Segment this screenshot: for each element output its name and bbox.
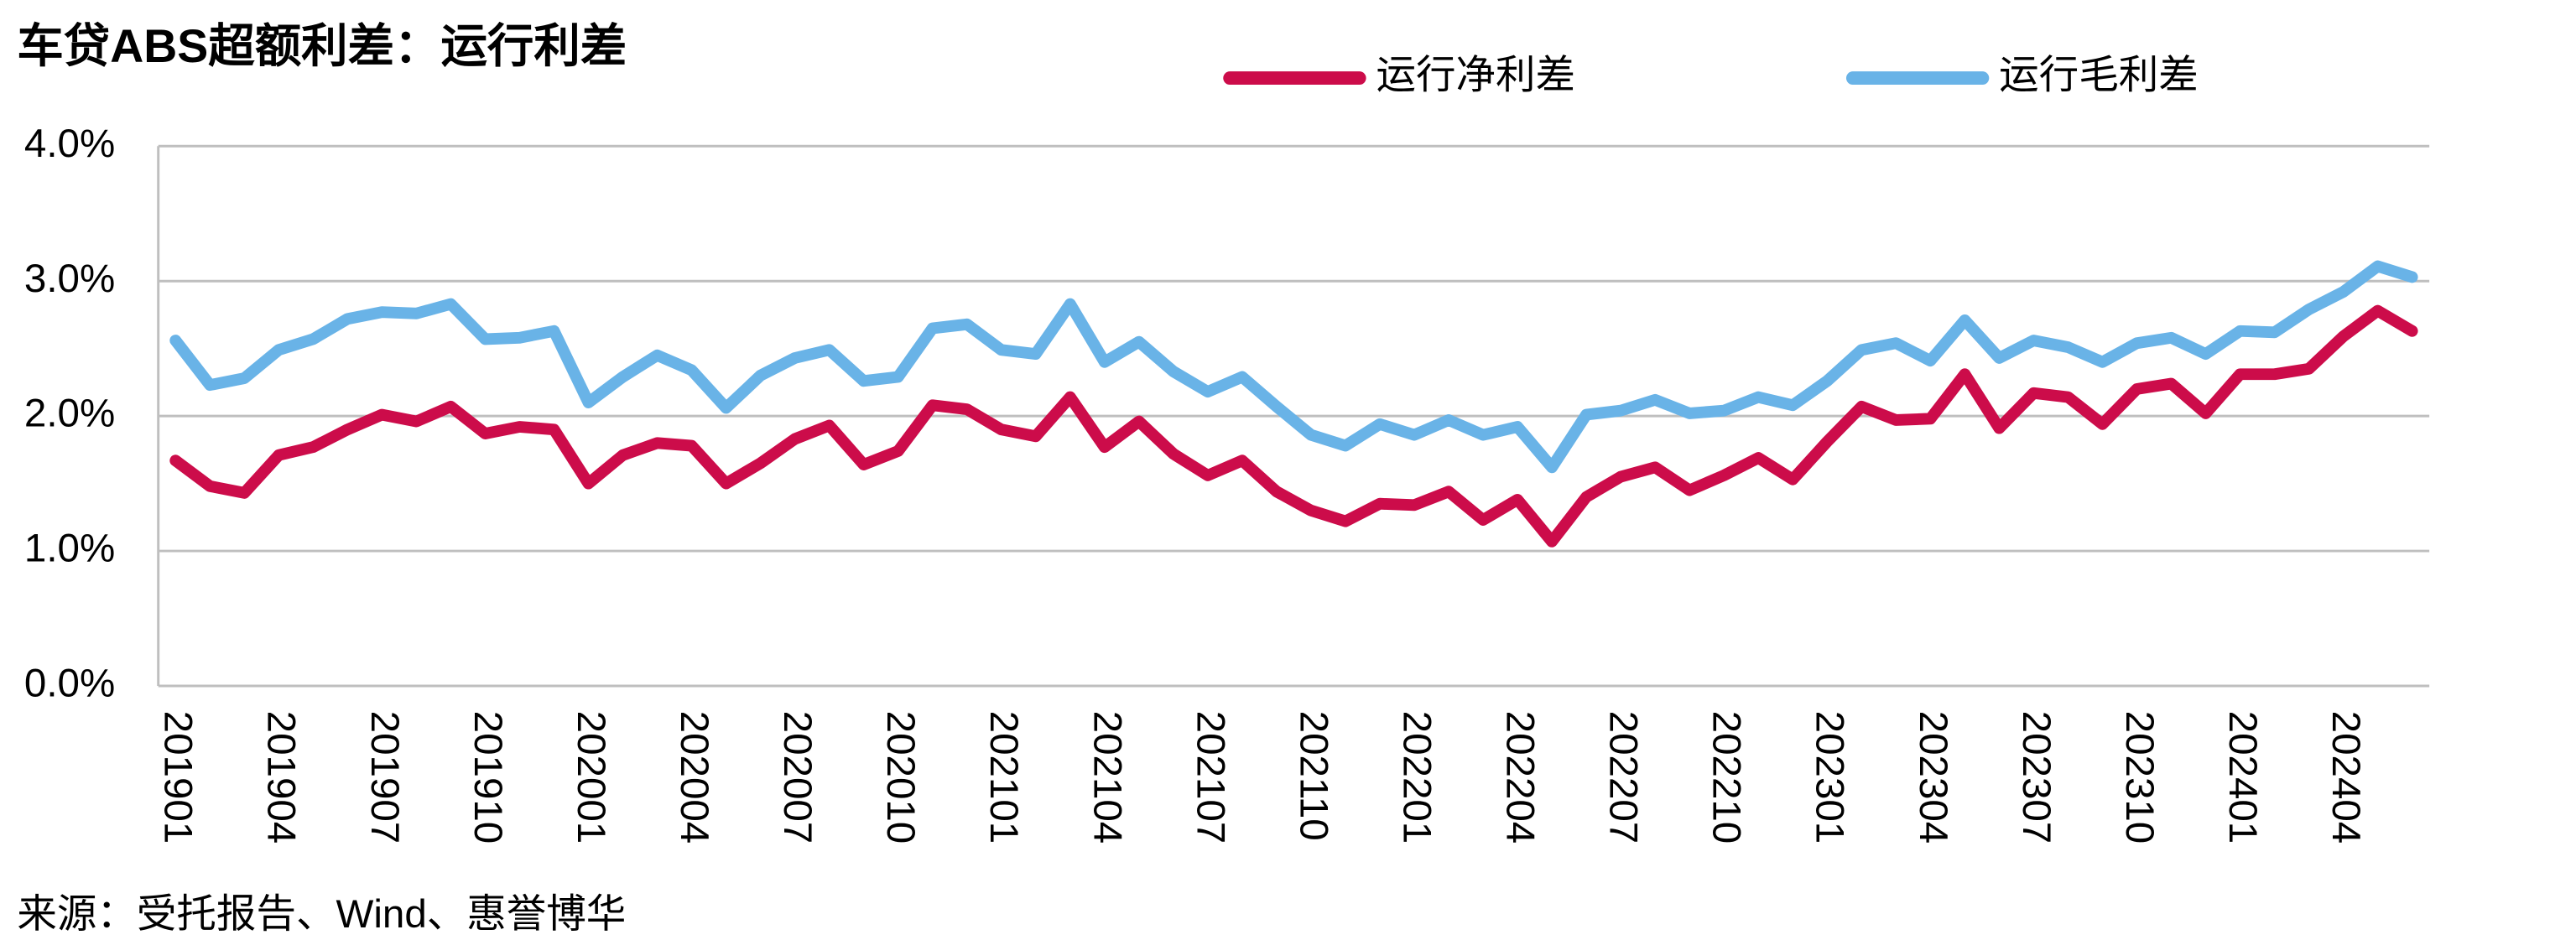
y-tick-label: 4.0% — [24, 122, 115, 166]
x-tick-label: 202010 — [878, 711, 923, 844]
x-tick-label: 202004 — [672, 711, 716, 844]
x-tick-label: 201904 — [259, 711, 304, 844]
x-tick-label: 202301 — [1808, 711, 1852, 844]
line-series — [169, 304, 2418, 548]
x-tick-label: 202107 — [1188, 711, 1232, 844]
legend-label: 运行净利差 — [1376, 54, 1575, 98]
x-tick-label: 201907 — [362, 711, 407, 844]
y-tick-label: 2.0% — [24, 392, 115, 436]
chart-title: 车贷ABS超额利差：运行利差 — [17, 20, 627, 72]
x-tick-label: 202007 — [775, 711, 820, 844]
x-tick-label: 202404 — [2324, 711, 2368, 844]
x-tick-label: 202110 — [1291, 711, 1335, 841]
x-tick-label: 201910 — [466, 711, 510, 844]
line-series — [169, 260, 2418, 474]
x-tick-label: 202210 — [1704, 711, 1749, 844]
x-tick-label: 202001 — [569, 711, 613, 844]
x-tick-label: 202207 — [1601, 711, 1646, 844]
x-tick-label: 202204 — [1498, 711, 1543, 844]
x-tick-label: 201901 — [156, 711, 200, 844]
x-tick-label: 202401 — [2220, 711, 2265, 844]
x-tick-label: 202310 — [2117, 711, 2162, 844]
source-note: 来源：受托报告、Wind、惠誉博华 — [17, 892, 626, 937]
y-tick-label: 3.0% — [24, 257, 115, 301]
x-tick-label: 202304 — [1911, 711, 1955, 844]
y-tick-label: 1.0% — [24, 527, 115, 571]
x-tick-label: 202201 — [1394, 711, 1439, 844]
legend-label: 运行毛利差 — [1999, 54, 2199, 98]
x-tick-label: 202101 — [981, 711, 1026, 844]
y-tick-label: 0.0% — [24, 662, 115, 706]
x-tick-label: 202104 — [1085, 711, 1129, 844]
x-tick-label: 202307 — [2014, 711, 2058, 844]
